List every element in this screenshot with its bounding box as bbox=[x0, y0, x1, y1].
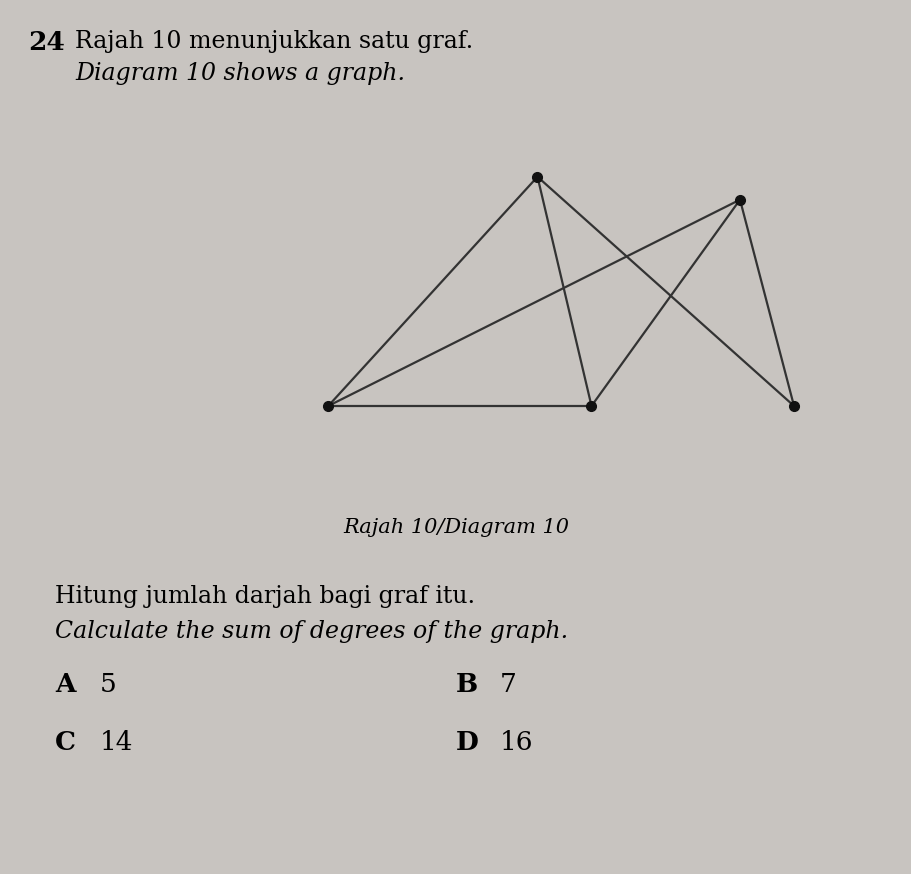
Text: 5: 5 bbox=[100, 672, 117, 697]
Text: 7: 7 bbox=[499, 672, 517, 697]
Text: D: D bbox=[456, 730, 478, 755]
Text: B: B bbox=[456, 672, 477, 697]
Text: Calculate the sum of degrees of the graph.: Calculate the sum of degrees of the grap… bbox=[55, 620, 568, 643]
Text: Diagram 10 shows a graph.: Diagram 10 shows a graph. bbox=[75, 62, 404, 85]
Text: Hitung jumlah darjah bagi graf itu.: Hitung jumlah darjah bagi graf itu. bbox=[55, 585, 475, 608]
Text: C: C bbox=[55, 730, 76, 755]
Text: Rajah 10/Diagram 10: Rajah 10/Diagram 10 bbox=[343, 518, 568, 537]
Text: A: A bbox=[55, 672, 76, 697]
Text: Rajah 10 menunjukkan satu graf.: Rajah 10 menunjukkan satu graf. bbox=[75, 30, 473, 53]
Text: 14: 14 bbox=[100, 730, 133, 755]
Text: 16: 16 bbox=[499, 730, 533, 755]
Text: 24: 24 bbox=[28, 30, 65, 55]
